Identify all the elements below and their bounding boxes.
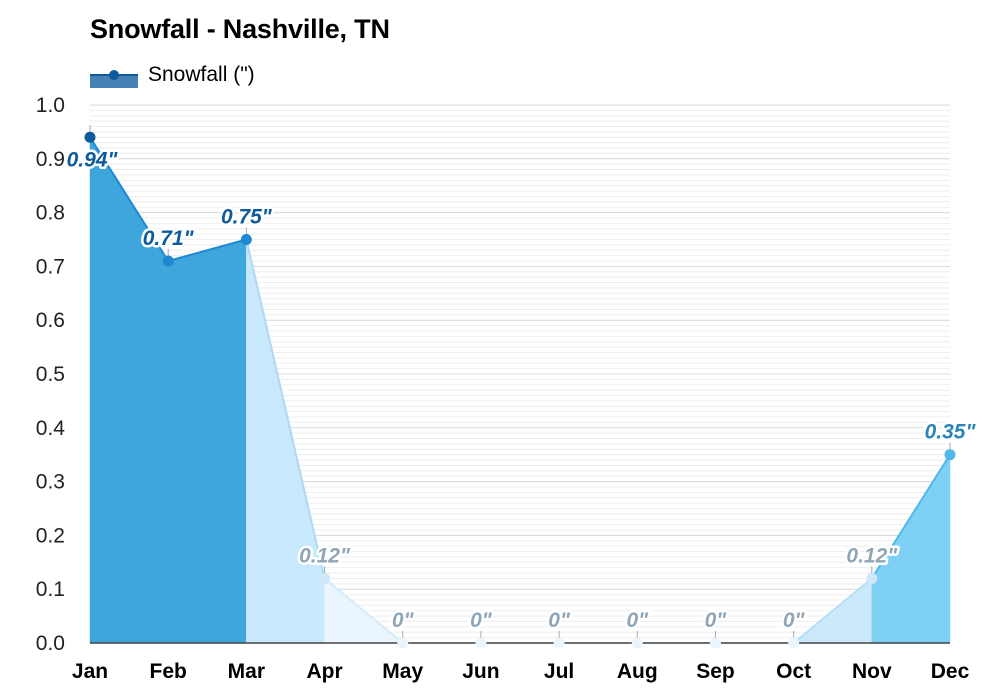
data-point — [944, 449, 956, 461]
area-segment — [246, 239, 325, 644]
data-point — [709, 637, 721, 649]
y-tick-label: 1.0 — [36, 94, 65, 117]
area-segment — [89, 136, 169, 644]
x-tick-label: Oct — [776, 660, 811, 683]
x-tick-label: Sep — [696, 660, 735, 683]
data-label: 0" — [783, 609, 806, 632]
data-point — [631, 637, 643, 649]
x-tick-label: Apr — [306, 660, 342, 683]
series-line-segment — [870, 454, 951, 579]
x-tick-label: Jun — [462, 660, 499, 683]
area-segment — [167, 239, 247, 644]
data-point — [240, 234, 252, 245]
data-label: 0" — [392, 609, 415, 632]
x-tick-label: Mar — [228, 660, 265, 683]
series-line-segment — [323, 577, 404, 644]
data-point — [788, 637, 800, 649]
x-tick-label: Aug — [617, 660, 658, 683]
y-tick-label: 0.8 — [36, 202, 65, 225]
y-tick-label: 0.5 — [36, 363, 65, 386]
data-label: 0" — [470, 609, 493, 632]
data-label: 0.35" — [925, 421, 977, 444]
data-label: 0" — [548, 609, 571, 632]
data-label: 0.12" — [846, 544, 898, 567]
data-label: 0" — [705, 609, 728, 632]
x-tick-label: Jan — [72, 660, 108, 683]
y-tick-label: 0.3 — [36, 471, 65, 494]
series-line-segment — [792, 577, 873, 644]
data-label: 0.12" — [299, 544, 351, 567]
legend: Snowfall (") — [90, 60, 255, 90]
y-tick-label: 0.4 — [36, 417, 66, 440]
data-point — [475, 637, 487, 649]
data-label: 0.94" — [67, 148, 119, 171]
chart-title: Snowfall - Nashville, TN — [90, 14, 390, 44]
x-tick-label: Nov — [852, 660, 892, 683]
series-line-segment — [89, 136, 170, 262]
y-tick-label: 0.7 — [36, 255, 65, 278]
legend-label: Snowfall (") — [148, 63, 255, 86]
y-tick-label: 0.6 — [36, 309, 65, 332]
series-line-segment — [167, 238, 247, 262]
data-point — [553, 637, 565, 649]
data-point — [397, 637, 409, 649]
x-tick-label: Jul — [544, 660, 574, 683]
x-tick-label: Dec — [931, 660, 970, 683]
data-label: 0.75" — [221, 206, 273, 229]
data-point — [319, 572, 331, 584]
y-tick-label: 0.2 — [36, 524, 65, 547]
data-point — [84, 131, 96, 143]
data-point — [866, 572, 878, 584]
legend-swatch — [90, 62, 138, 88]
x-tick-label: Feb — [150, 660, 187, 683]
y-tick-label: 0.9 — [36, 148, 65, 171]
data-label: 0.71" — [143, 227, 195, 250]
data-point — [162, 255, 174, 267]
y-tick-label: 0.0 — [36, 632, 65, 655]
x-tick-label: May — [382, 660, 423, 683]
y-tick-label: 0.1 — [36, 578, 65, 601]
series-line-segment — [245, 239, 326, 579]
data-label: 0" — [626, 609, 649, 632]
